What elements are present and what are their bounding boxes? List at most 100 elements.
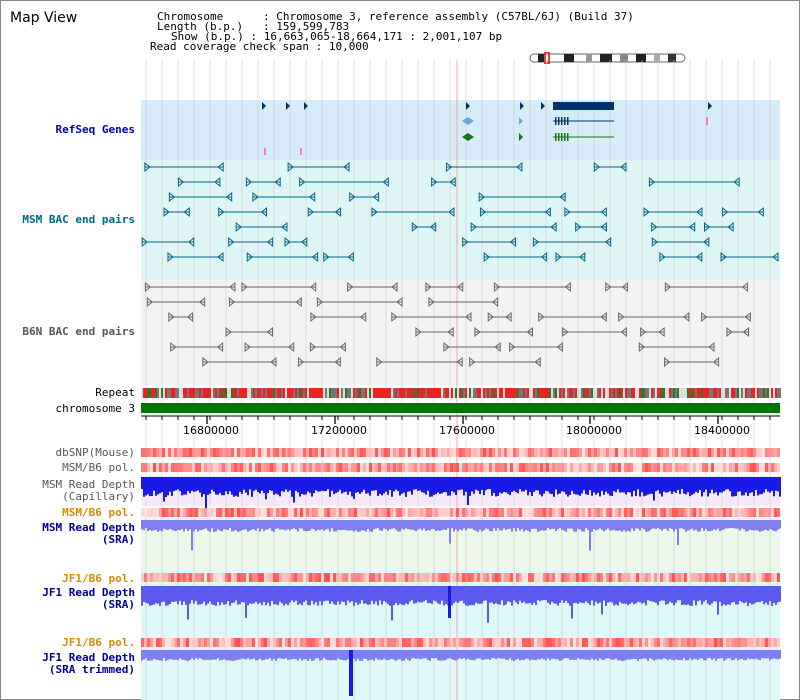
jf1-pol2-cell [336,638,339,647]
jf1-sra-depth-bar [163,586,165,602]
jf1-sra-depth-bar [643,586,645,603]
tick-label-5: 18400000 [694,424,750,437]
repeat-segment [297,388,299,398]
msm-pol-cell [561,463,564,472]
msm-pol2-cell [651,508,654,517]
jf1-sra-depth-bar [257,586,259,605]
jf1-trim-depth-bar [779,650,781,659]
msm-sra-depth-bar [445,520,447,530]
chromosome-ideogram[interactable] [528,52,688,64]
jf1-pol2-cell [399,638,402,647]
msm-cap-depth-bar [667,477,669,493]
repeat-segment [613,388,615,398]
dbsnp-cell [186,448,189,457]
repeat-segment [685,388,687,398]
b6n-bac-pair-end [534,356,541,368]
b6n-bac-pair-end [683,311,690,323]
jf1-pol2-cell [657,638,660,647]
repeat-segment [351,388,353,398]
jf1-sra-depth-bar [723,586,725,605]
jf1-pol2-cell [252,638,255,647]
msm-pol2-cell [228,508,231,517]
msm-pol-cell [195,463,198,472]
jf1-pol-cell [192,573,195,582]
msm-sra-depth-bar [569,520,571,529]
label-msm-depth-sra-2: (SRA) [101,533,135,546]
jf1-trim-depth-bar [233,650,235,661]
jf1-pol2-cell [462,638,465,647]
dbsnp-cell [321,448,324,457]
msm-sra-depth-bar [535,520,537,529]
jf1-pol-cell [189,573,192,582]
dbsnp-cell [192,448,195,457]
position-axis [141,415,780,424]
jf1-pol2-cell [516,638,519,647]
msm-pol2-cell [279,508,282,517]
msm-sra-depth-bar [685,520,687,532]
jf1-trim-depth-bar [457,650,459,660]
msm-sra-depth-bar [211,520,213,529]
msm-pol2-cell [396,508,399,517]
msm-cap-depth-bar [547,477,549,492]
jf1-trim-depth-bar [775,650,777,660]
jf1-trim-depth-bar [419,650,421,660]
repeat-segment [761,388,763,398]
jf1-pol2-cell [414,638,417,647]
jf1-pol-cell [621,573,624,582]
jf1-sra-depth-bar [261,586,263,606]
jf1-trim-depth-bar [705,650,707,661]
msm-sra-depth-bar [497,520,499,529]
msm-cap-depth-bar [539,477,541,495]
repeat-segment [429,388,431,398]
jf1-pol2-cell [384,638,387,647]
msm-sra-depth-bar [675,520,677,530]
repeat-segment [497,388,499,398]
b6n-bac-pair-end [144,281,152,293]
dbsnp-cell [573,448,576,457]
jf1-pol2-cell [180,638,183,647]
jf1-sra-depth-bar [577,586,579,604]
msm-cap-depth-bar [153,477,155,491]
msm-bac-pair-end [187,236,195,248]
msm-sra-depth-bar [231,520,233,532]
coverage-label: Read coverage check span [150,40,309,53]
msm-sra-depth-bar [393,520,395,529]
jf1-pol2-cell [552,638,555,647]
msm-bac-pair-end [431,176,438,188]
jf1-sra-depth-bar [453,586,455,604]
dbsnp-cell [414,448,417,457]
repeat-segment [583,388,585,398]
jf1-trim-depth-bar [475,650,477,660]
msm-cap-depth-bar [679,477,681,495]
dbsnp-cell [549,448,552,457]
msm-cap-depth-bar [693,477,695,494]
jf1-sra-depth-bar [687,586,689,605]
dbsnp-cell [165,448,168,457]
jf1-trim-depth-bar [669,650,671,660]
jf1-pol2-cell [303,638,306,647]
dbsnp-cell [216,448,219,457]
b6n-bac-pair-end [465,311,472,323]
jf1-sra-depth-bar [373,586,375,605]
msm-pol2-cell [180,508,183,517]
dbsnp-cell [765,448,768,457]
msm-cap-depth-bar [771,477,773,491]
jf1-trim-depth-bar [303,650,305,660]
msm-sra-depth-bar [171,520,173,530]
jf1-trim-depth-bar [165,650,167,661]
jf1-trim-depth-bar [395,650,397,661]
msm-pol2-cell [534,508,537,517]
dbsnp-cell [384,448,387,457]
msm-cap-depth-bar [327,477,329,490]
jf1-trim-depth-bar [179,650,181,659]
jf1-trim-depth-bar [389,650,391,660]
b6n-bac-pair-end [225,326,232,338]
repeat-segment [167,388,169,398]
msm-sra-depth-bar [771,520,773,530]
jf1-sra-depth-bar [425,586,427,601]
jf1-pol2-cell [585,638,588,647]
jf1-pol-cell [330,573,333,582]
msm-cap-depth-bar [495,477,497,497]
jf1-sra-depth-bar [569,586,571,606]
